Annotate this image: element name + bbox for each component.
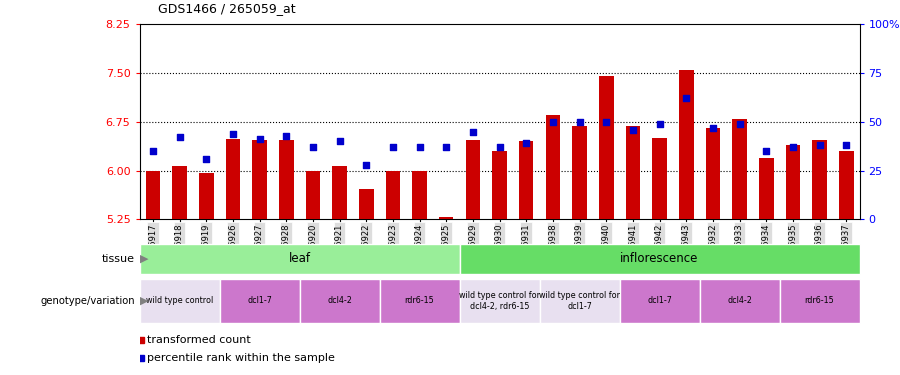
Point [706, 125, 720, 131]
Bar [332, 166, 347, 219]
Bar [598, 76, 614, 219]
Bar [679, 70, 694, 219]
Bar [539, 279, 619, 322]
Text: percentile rank within the sample: percentile rank within the sample [148, 353, 336, 363]
Text: dcl1-7: dcl1-7 [647, 296, 672, 305]
Bar [460, 279, 539, 322]
Bar [733, 118, 747, 219]
Point [786, 144, 800, 150]
Point [332, 138, 347, 144]
Point [759, 148, 773, 154]
Text: tissue: tissue [102, 254, 135, 264]
Point [519, 140, 534, 146]
Bar [619, 279, 699, 322]
Bar [812, 140, 827, 219]
Point [545, 119, 560, 125]
Bar [279, 140, 293, 219]
Point [572, 119, 587, 125]
Text: dcl1-7: dcl1-7 [248, 296, 272, 305]
Point [172, 135, 186, 141]
Bar [492, 151, 507, 219]
Bar [545, 116, 560, 219]
Text: ▶: ▶ [140, 296, 148, 306]
Bar [839, 151, 853, 219]
Bar [385, 171, 400, 219]
Point [279, 132, 293, 138]
Text: dcl4-2: dcl4-2 [327, 296, 352, 305]
Text: inflorescence: inflorescence [620, 252, 698, 265]
Bar [140, 244, 460, 274]
Bar [412, 171, 427, 219]
Bar [172, 166, 187, 219]
Bar [140, 279, 220, 322]
Point [439, 144, 454, 150]
Bar [252, 140, 266, 219]
Text: leaf: leaf [289, 252, 310, 265]
Bar [220, 279, 300, 322]
Point [733, 121, 747, 127]
Bar [652, 138, 667, 219]
Point [626, 127, 640, 133]
Bar [305, 171, 320, 219]
Bar [146, 171, 160, 219]
Text: rdr6-15: rdr6-15 [405, 296, 435, 305]
Bar [226, 140, 240, 219]
Bar [359, 189, 374, 219]
Point [679, 96, 693, 102]
Point [599, 119, 614, 125]
Text: wild type control: wild type control [146, 296, 213, 305]
Text: genotype/variation: genotype/variation [40, 296, 135, 306]
Bar [465, 140, 481, 219]
Point [813, 142, 827, 148]
Bar [699, 279, 779, 322]
Point [146, 148, 160, 154]
Bar [460, 244, 860, 274]
Text: dcl4-2: dcl4-2 [727, 296, 752, 305]
Bar [300, 279, 380, 322]
Bar [786, 145, 800, 219]
Point [465, 129, 480, 135]
Bar [626, 126, 640, 219]
Bar [759, 158, 773, 219]
Point [385, 144, 400, 150]
Text: GDS1466 / 265059_at: GDS1466 / 265059_at [158, 2, 295, 15]
Bar [199, 172, 213, 219]
Text: ▶: ▶ [140, 254, 148, 264]
Point [252, 136, 266, 142]
Point [226, 130, 240, 136]
Point [359, 162, 374, 168]
Bar [572, 126, 587, 219]
Point [492, 144, 507, 150]
Bar [706, 128, 720, 219]
Text: rdr6-15: rdr6-15 [805, 296, 834, 305]
Point [199, 156, 213, 162]
Text: transformed count: transformed count [148, 335, 251, 345]
Bar [439, 217, 454, 219]
Point [306, 144, 320, 150]
Bar [779, 279, 860, 322]
Text: wild type control for
dcl4-2, rdr6-15: wild type control for dcl4-2, rdr6-15 [459, 291, 540, 310]
Point [412, 144, 427, 150]
Point [652, 121, 667, 127]
Bar [380, 279, 460, 322]
Point [839, 142, 853, 148]
Text: wild type control for
dcl1-7: wild type control for dcl1-7 [539, 291, 620, 310]
Bar [518, 141, 534, 219]
